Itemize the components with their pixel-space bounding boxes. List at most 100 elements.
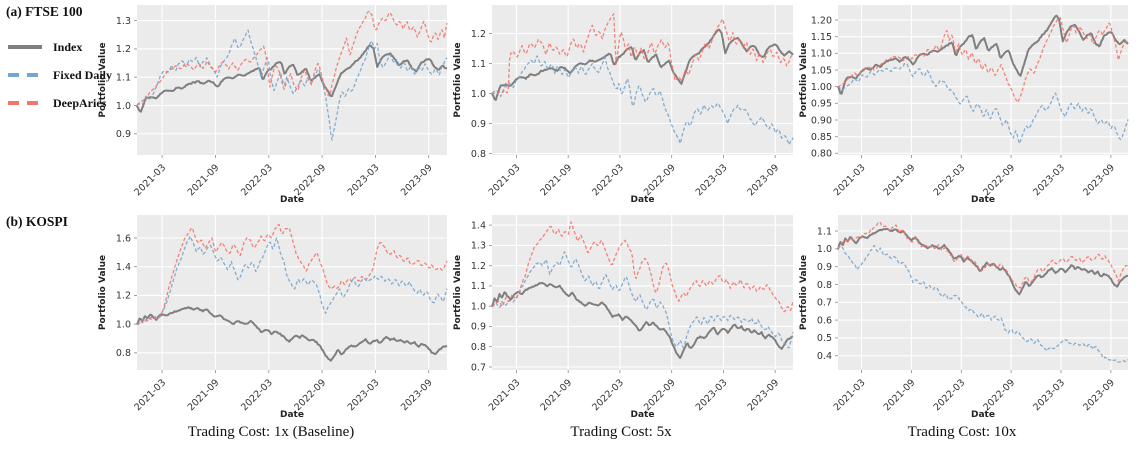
y-tick-label: 0.9 bbox=[116, 129, 131, 140]
x-tick-label: 2022-03 bbox=[239, 377, 275, 413]
y-axis-label: Portfolio Value bbox=[453, 42, 463, 117]
x-tick-label: 2023-03 bbox=[346, 377, 382, 413]
y-tick-label: 0.9 bbox=[471, 119, 486, 130]
y-tick-label: 1.2 bbox=[116, 291, 131, 302]
y-tick-label: 0.8 bbox=[471, 342, 486, 353]
legend-line-fixed-daily-icon bbox=[8, 73, 42, 77]
y-tick-label: 1.05 bbox=[811, 65, 832, 76]
y-tick-label: 0.7 bbox=[817, 298, 832, 309]
caption-trading-cost-5x: Trading Cost: 5x bbox=[570, 424, 672, 440]
x-tick-label: 2022-09 bbox=[642, 162, 678, 198]
x-axis-label: Date bbox=[280, 410, 304, 420]
x-tick-label: 2021-03 bbox=[832, 162, 868, 198]
y-tick-label: 1.0 bbox=[471, 89, 486, 100]
plot-background bbox=[492, 215, 793, 370]
chart-kospi-cost-5x: 0.7 0.8 0.9 1.0 1.1 1.2 1.3 1.4 2021-03 2021-09 20… bbox=[453, 215, 794, 420]
x-axis-label: Date bbox=[971, 195, 995, 205]
y-tick-label: 0.9 bbox=[817, 262, 832, 273]
y-tick-label: 0.8 bbox=[116, 348, 131, 359]
y-tick-label: 1.20 bbox=[811, 15, 832, 26]
legend: Index Fixed Daily DeepAries bbox=[8, 33, 112, 117]
series-index bbox=[136, 306, 448, 362]
chart-ftse-100-cost-10x: 0.80 0.85 0.90 0.95 1.00 1.05 1.10 1.15 1.20 2021… bbox=[799, 5, 1129, 205]
x-tick-label: 2021-09 bbox=[186, 377, 222, 413]
y-tick-label: 1.1 bbox=[116, 73, 131, 84]
x-tick-label: 2022-03 bbox=[590, 377, 626, 413]
legend-item-index: Index bbox=[8, 33, 112, 61]
y-tick-label: 1.4 bbox=[116, 262, 131, 273]
y-tick-label: 0.6 bbox=[817, 315, 832, 326]
plot-background bbox=[838, 215, 1128, 370]
series-index bbox=[491, 281, 794, 359]
y-tick-label: 1.2 bbox=[471, 29, 486, 40]
x-tick-label: 2022-03 bbox=[239, 162, 275, 198]
y-tick-label: 1.4 bbox=[471, 220, 486, 231]
x-tick-label: 2023-03 bbox=[1031, 162, 1067, 198]
series-deeparies bbox=[136, 10, 448, 107]
x-tick-label: 2023-03 bbox=[694, 162, 730, 198]
series-fixed-daily bbox=[136, 235, 448, 325]
y-axis-label: Portfolio Value bbox=[98, 255, 108, 330]
x-tick-label: 2022-03 bbox=[932, 377, 968, 413]
y-tick-label: 1.10 bbox=[811, 49, 832, 60]
series-fixed-daily bbox=[837, 244, 1129, 363]
x-tick-label: 2023-09 bbox=[1081, 162, 1117, 198]
y-axis-label: Portfolio Value bbox=[799, 255, 809, 330]
series-index bbox=[837, 227, 1129, 296]
x-tick-label: 2023-09 bbox=[399, 162, 435, 198]
legend-label-index: Index bbox=[53, 39, 83, 54]
x-tick-label: 2022-09 bbox=[292, 162, 328, 198]
y-tick-label: 1.1 bbox=[817, 226, 832, 237]
x-tick-label: 2021-09 bbox=[882, 162, 918, 198]
y-tick-label: 1.3 bbox=[116, 16, 131, 27]
x-axis-label: Date bbox=[631, 195, 655, 205]
plot-background bbox=[492, 5, 793, 155]
y-tick-label: 1.00 bbox=[811, 82, 832, 93]
y-tick-label: 1.2 bbox=[116, 44, 131, 55]
row-label-kospi: (b) KOSPI bbox=[6, 214, 68, 229]
y-tick-label: 0.90 bbox=[811, 115, 832, 126]
chart-ftse-100-cost-5x: 0.8 0.9 1.0 1.1 1.2 2021-03 2021-09 2022-03 2022… bbox=[453, 5, 794, 205]
series-fixed-daily bbox=[136, 29, 448, 141]
x-tick-label: 2023-09 bbox=[745, 377, 781, 413]
x-tick-label: 2021-03 bbox=[132, 377, 168, 413]
y-tick-label: 0.95 bbox=[811, 99, 832, 110]
series-deeparies bbox=[837, 17, 1129, 104]
series-fixed-daily bbox=[491, 251, 794, 349]
y-tick-label: 1.6 bbox=[116, 233, 131, 244]
x-tick-label: 2021-09 bbox=[882, 377, 918, 413]
y-axis-label: Portfolio Value bbox=[98, 42, 108, 117]
series-deeparies bbox=[837, 221, 1128, 289]
caption-trading-cost-1x: Trading Cost: 1x (Baseline) bbox=[187, 424, 355, 440]
caption-trading-cost-10x: Trading Cost: 10x bbox=[907, 424, 1017, 440]
legend-item-deeparies: DeepAries bbox=[8, 89, 112, 117]
chart-ftse-100-cost-1x: 0.9 1.0 1.1 1.2 1.3 2021-03 2021-09 2022-03 2022… bbox=[98, 5, 448, 205]
y-tick-label: 0.4 bbox=[817, 351, 832, 362]
legend-item-fixed-daily: Fixed Daily bbox=[8, 61, 112, 89]
x-axis-label: Date bbox=[631, 410, 655, 420]
x-tick-label: 2023-09 bbox=[1081, 377, 1117, 413]
y-axis-label: Portfolio Value bbox=[799, 42, 809, 117]
chart-kospi-cost-1x: 0.8 1.0 1.2 1.4 1.6 2021-03 2021-09 2022-03 2022… bbox=[98, 215, 448, 420]
y-tick-label: 0.7 bbox=[471, 362, 486, 373]
x-tick-label: 2021-09 bbox=[538, 162, 574, 198]
plot-background bbox=[838, 5, 1128, 155]
y-tick-label: 1.0 bbox=[116, 101, 131, 112]
x-tick-label: 2023-09 bbox=[399, 377, 435, 413]
legend-line-deeparies-icon bbox=[8, 101, 42, 105]
series-deeparies bbox=[491, 13, 794, 95]
y-tick-label: 0.8 bbox=[471, 149, 486, 160]
x-tick-label: 2021-03 bbox=[832, 377, 868, 413]
y-tick-label: 0.80 bbox=[811, 149, 832, 160]
x-tick-label: 2022-03 bbox=[932, 162, 968, 198]
x-axis-label: Date bbox=[280, 195, 304, 205]
y-tick-label: 0.5 bbox=[817, 333, 832, 344]
y-tick-label: 0.8 bbox=[817, 280, 832, 291]
x-tick-label: 2023-03 bbox=[346, 162, 382, 198]
y-tick-label: 1.0 bbox=[471, 302, 486, 313]
x-axis-label: Date bbox=[971, 410, 995, 420]
x-tick-label: 2021-03 bbox=[487, 162, 523, 198]
legend-label-deeparies: DeepAries bbox=[53, 95, 107, 110]
y-tick-label: 0.9 bbox=[471, 322, 486, 333]
